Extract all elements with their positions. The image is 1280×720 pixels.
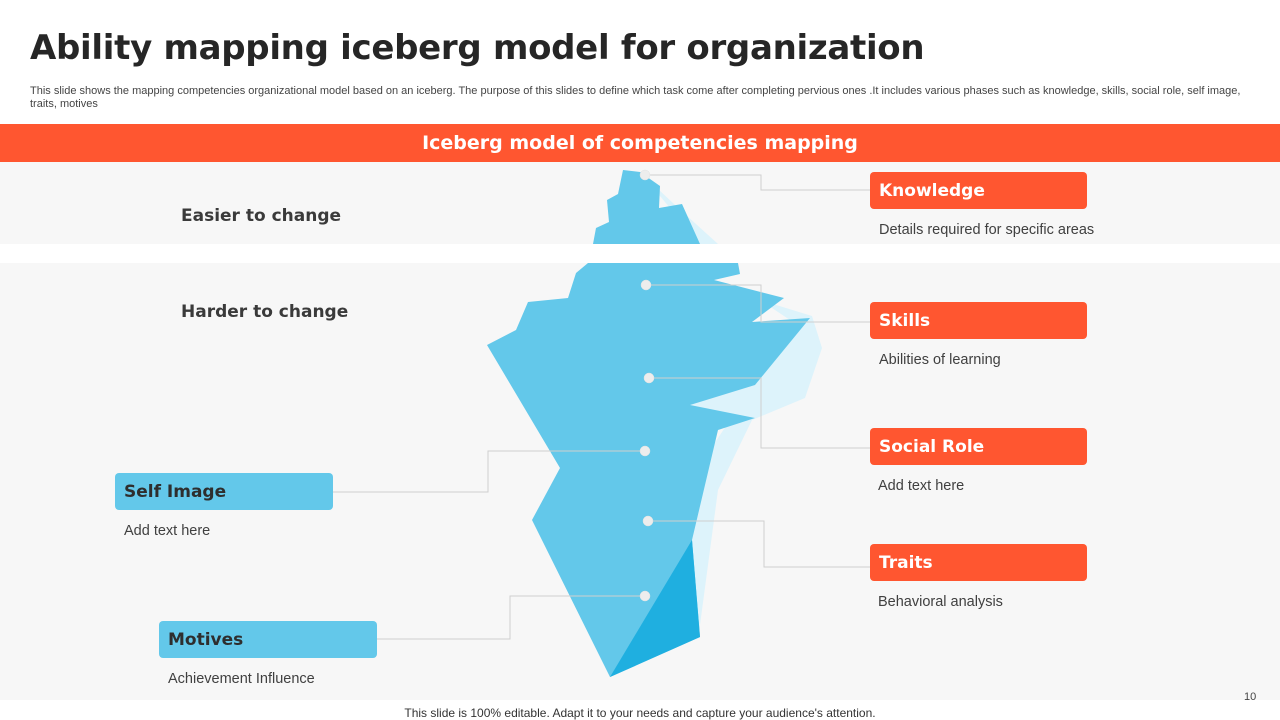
section-banner: Iceberg model of competencies mapping (0, 124, 1280, 162)
tag-traits: Traits (870, 544, 1087, 581)
marker-skills (640, 279, 652, 291)
connector-traits (648, 520, 872, 568)
desc-traits: Behavioral analysis (878, 594, 1003, 610)
tag-knowledge: Knowledge (870, 172, 1087, 209)
connector-skills (646, 284, 872, 323)
connector-social-role (649, 377, 872, 449)
desc-skills: Abilities of learning (879, 352, 1001, 368)
marker-motives (639, 590, 651, 602)
slide-footer: This slide is 100% editable. Adapt it to… (404, 706, 876, 720)
iceberg-body-shade (690, 300, 822, 640)
marker-traits (642, 515, 654, 527)
desc-motives: Achievement Influence (168, 671, 315, 687)
banner-text: Iceberg model of competencies mapping (422, 132, 858, 154)
desc-social-role: Add text here (878, 478, 965, 494)
zone-label-easier: Easier to change (181, 206, 342, 226)
tag-motives: Motives (159, 621, 377, 658)
slide-subtitle: This slide shows the mapping competencie… (30, 85, 1241, 110)
iceberg-body-dark (610, 540, 700, 677)
marker-knowledge (639, 169, 651, 181)
slide-title: Ability mapping iceberg model for organi… (30, 28, 925, 68)
tag-self-image: Self Image (115, 473, 333, 510)
iceberg-tip (593, 170, 700, 244)
iceberg-body (487, 263, 810, 677)
desc-self-image: Add text here (124, 523, 211, 539)
marker-self-image (639, 445, 651, 457)
page-number: 10 (1244, 691, 1257, 703)
zone-label-harder: Harder to change (181, 302, 349, 322)
connector-motives (377, 595, 645, 640)
tag-social-role: Social Role (870, 428, 1087, 465)
tag-skills: Skills (870, 302, 1087, 339)
connector-knowledge (645, 174, 872, 191)
desc-knowledge: Details required for specific areas (879, 222, 1095, 238)
marker-social-role (643, 372, 655, 384)
connector-self-image (333, 450, 645, 493)
